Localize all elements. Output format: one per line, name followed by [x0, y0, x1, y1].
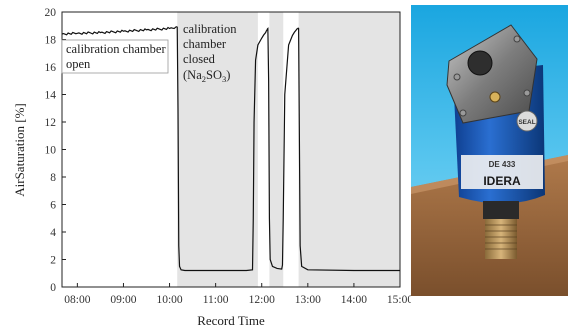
formula-part-2: SO — [206, 68, 222, 82]
x-axis-title: Record Time — [197, 313, 265, 328]
y-tick-label-0: 0 — [50, 282, 56, 294]
x-tick-label-1: 09:00 — [110, 294, 136, 306]
y-tick-label-4: 8 — [50, 172, 56, 184]
formula-sub-1: 2 — [202, 74, 206, 84]
y-tick-label-2: 4 — [50, 227, 56, 239]
y-tick-label-1: 2 — [50, 255, 56, 267]
air-saturation-line — [61, 26, 400, 272]
y-tick-label-7: 14 — [45, 90, 57, 102]
sensor-thread — [485, 219, 517, 259]
annotation-open-line-1: calibration chamber — [66, 42, 166, 56]
y-tick-label-6: 12 — [45, 117, 57, 129]
x-tick-label-3: 11:00 — [203, 294, 229, 306]
seal-plug — [516, 110, 538, 132]
x-tick-label-7: 15:00 — [387, 294, 411, 306]
annotation-closed-line-2: chamber — [183, 37, 227, 51]
annotation-closed-line-1: calibration — [183, 22, 237, 36]
y-tick-label-10: 20 — [45, 7, 57, 19]
sensor-collar — [483, 201, 519, 219]
x-tick-label-4: 12:00 — [249, 294, 275, 306]
formula-part-1: (Na — [183, 68, 202, 82]
oxygen-chart: 08:00 09:00 10:00 11:00 12:00 13:00 14:00 15:00… — [12, 7, 412, 328]
formula-part-3: ) — [226, 68, 230, 82]
formula-sub-2: 3 — [222, 74, 226, 84]
sensor-brand-label: IDERA — [483, 174, 521, 188]
sensor-model-label: DE 433 — [489, 160, 516, 169]
annotation-closed-formula: (Na2SO3) — [183, 68, 230, 84]
shaded-interval-1 — [269, 12, 284, 287]
seal-label: SEAL — [518, 119, 535, 126]
annotation-open: calibration chamber open — [61, 39, 169, 74]
x-tick-label-5: 13:00 — [295, 294, 321, 306]
axis-ticks: 08:00 09:00 10:00 11:00 12:00 13:00 14:00 15:00… — [45, 7, 412, 306]
x-tick-label-0: 08:00 — [64, 294, 90, 306]
shaded-regions — [177, 12, 400, 287]
y-tick-label-3: 6 — [50, 200, 56, 212]
sensor-photo: SEAL DE 433 IDERA — [411, 5, 568, 296]
y-axis-title: AirSaturation [%] — [12, 103, 27, 197]
x-tick-label-6: 14:00 — [341, 294, 367, 306]
shaded-interval-2 — [298, 12, 400, 287]
annotation-open-line-2: open — [66, 57, 91, 71]
y-tick-label-9: 18 — [45, 35, 57, 47]
y-tick-label-5: 10 — [45, 145, 57, 157]
x-tick-label-2: 10:00 — [156, 294, 182, 306]
y-tick-label-8: 16 — [45, 62, 57, 74]
annotation-open-box — [61, 39, 169, 74]
annotation-closed-line-3: closed — [183, 52, 216, 66]
shaded-interval-0 — [177, 12, 258, 287]
annotation-closed: calibration chamber closed (Na2SO3) — [183, 22, 237, 84]
